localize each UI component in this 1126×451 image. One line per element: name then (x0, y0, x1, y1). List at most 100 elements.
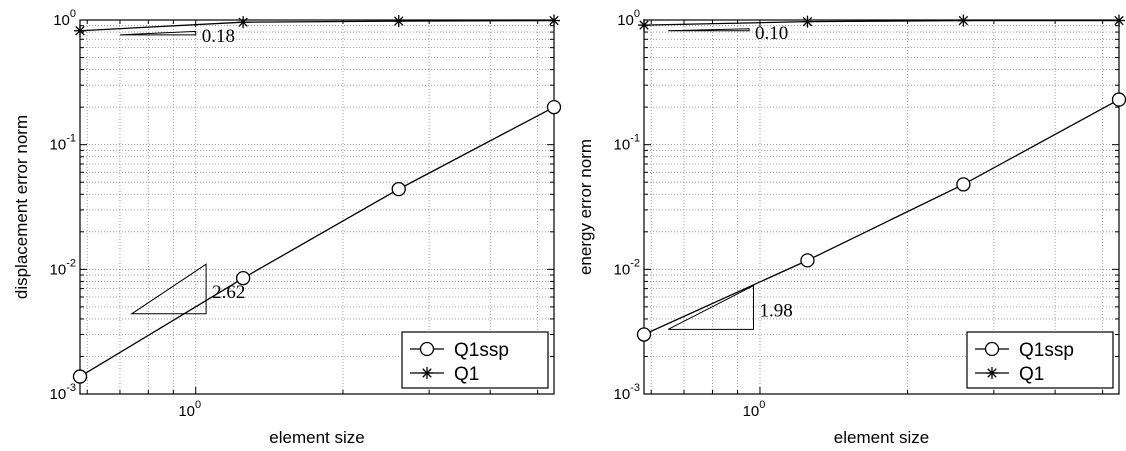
x-tick-exponent: 0 (195, 399, 201, 411)
plot-frame (79, 19, 555, 395)
y-tick-base: 10 (614, 261, 631, 278)
y-tick-exponent: -3 (630, 382, 640, 394)
y-tick-exponent: -2 (66, 257, 76, 269)
data-point (548, 14, 560, 27)
x-tick-label: 100 (743, 399, 766, 420)
y-axis-label: displacement error norm (12, 115, 31, 299)
axis-ticks (80, 20, 554, 394)
data-point (74, 24, 86, 37)
y-tick-label: 100 (53, 8, 76, 29)
data-point (956, 177, 971, 192)
plot-frame (643, 19, 1120, 395)
legend-box (966, 331, 1114, 389)
data-point (1113, 14, 1125, 27)
y-tick-label: 10-1 (614, 133, 640, 154)
slope-label: 0.18 (202, 26, 235, 47)
x-tick-base: 10 (178, 403, 195, 420)
slope-label: 2.62 (212, 282, 245, 303)
star-stroke (987, 368, 997, 378)
star-stroke (238, 17, 248, 27)
legend: Q1ssp Q1 (966, 331, 1114, 389)
x-tick-label: 100 (178, 399, 201, 420)
y-tick-base: 10 (53, 12, 70, 29)
y-tick-exponent: 0 (634, 8, 640, 20)
data-point (800, 253, 815, 268)
star-stroke (639, 20, 649, 30)
x-tick-exponent: 0 (759, 399, 765, 411)
legend-marker (419, 341, 435, 357)
data-point (391, 181, 406, 197)
legend-item: Q1ssp (975, 340, 1074, 361)
star-stroke (75, 26, 85, 36)
data-point (957, 14, 970, 27)
star-stroke (549, 15, 559, 26)
legend-label: Q1ssp (454, 340, 509, 361)
slope-label: 0.10 (755, 23, 788, 44)
y-tick-exponent: 0 (70, 8, 76, 20)
y-tick-base: 10 (614, 137, 631, 154)
star-stroke (802, 16, 813, 27)
slope-label: 1.98 (759, 300, 792, 321)
y-tick-exponent: -1 (66, 133, 76, 145)
data-point (636, 327, 652, 342)
y-tick-base: 10 (50, 261, 67, 278)
y-tick-base: 10 (617, 12, 634, 29)
x-axis-label: element size (834, 428, 929, 447)
series-line (643, 19, 1119, 26)
slope-triangle (668, 28, 750, 32)
legend-label: Q1ssp (1019, 340, 1074, 361)
legend-marker (421, 367, 433, 379)
y-tick-base: 10 (50, 137, 67, 154)
star-stroke (394, 16, 404, 26)
legend-item: Q1 (410, 364, 479, 385)
data-point (801, 15, 814, 28)
legend-label: Q1 (454, 364, 479, 385)
legend-marker (984, 341, 1000, 357)
data-point (392, 15, 405, 28)
series-Q1 (638, 14, 1125, 32)
series-Q1ssp (72, 99, 562, 384)
data-point (72, 369, 88, 384)
data-point (237, 16, 250, 29)
y-tick-exponent: -3 (66, 382, 76, 394)
legend-label: Q1 (1019, 364, 1044, 385)
y-tick-label: 10-2 (614, 257, 640, 278)
data-point (638, 19, 650, 32)
data-point (235, 270, 251, 286)
y-tick-label: 100 (617, 8, 640, 29)
y-tick-base: 10 (50, 386, 67, 403)
x-tick-base: 10 (743, 403, 760, 420)
data-point (546, 99, 562, 115)
axis-ticks (644, 20, 1119, 394)
slope-triangle (119, 30, 197, 36)
y-axis-label: energy error norm (576, 139, 595, 275)
series-line (79, 106, 555, 378)
legend-box (401, 331, 549, 389)
series-Q1 (74, 14, 560, 37)
y-tick-base: 10 (614, 386, 631, 403)
data-point (1111, 92, 1126, 107)
legend-item: Q1ssp (410, 340, 509, 361)
series-line (643, 99, 1120, 336)
x-axis-label: element size (269, 428, 364, 447)
slope-triangle (668, 284, 754, 330)
star-stroke (422, 368, 432, 378)
slope-triangle (130, 263, 207, 315)
star-stroke (958, 15, 969, 26)
star-stroke (1114, 15, 1124, 26)
y-tick-exponent: -1 (630, 133, 640, 145)
y-tick-label: 10-2 (50, 257, 76, 278)
legend-marker (986, 367, 998, 379)
legend-item: Q1 (975, 364, 1044, 385)
grid (80, 20, 554, 394)
series-Q1ssp (636, 92, 1126, 342)
grid (644, 20, 1119, 394)
y-tick-label: 10-3 (614, 382, 640, 403)
series-line (79, 19, 555, 32)
y-tick-label: 10-1 (50, 133, 76, 154)
legend: Q1ssp Q1 (401, 331, 549, 389)
